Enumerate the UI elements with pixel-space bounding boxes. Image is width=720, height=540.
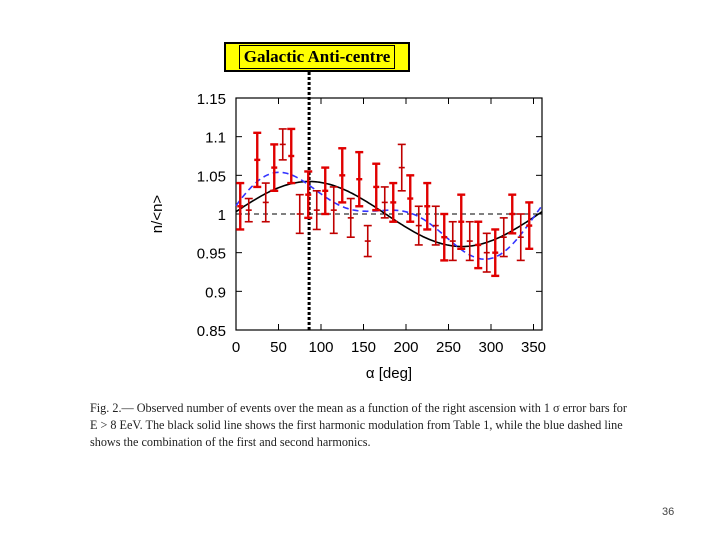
figure-caption-prefix: Fig. 2.— (90, 401, 134, 415)
x-tick-label: 100 (308, 339, 333, 356)
x-axis-label: α [deg] (366, 365, 412, 382)
y-tick-label: 0.85 (197, 323, 226, 340)
y-tick-label: 0.95 (197, 246, 226, 263)
x-tick-label: 50 (270, 339, 287, 356)
galactic-anticentre-text: Galactic Anti-centre (238, 45, 396, 69)
y-tick-label: 1 (218, 207, 226, 224)
page-number: 36 (662, 506, 675, 518)
x-tick-label: 350 (521, 339, 546, 356)
x-tick-label: 0 (232, 339, 240, 356)
y-tick-label: 1.1 (205, 130, 226, 147)
first-harmonic-curve (235, 180, 543, 248)
y-tick-label: 0.9 (205, 284, 226, 301)
figure-caption: Fig. 2.— Observed number of events over … (90, 400, 635, 451)
combined-harmonics-curve (235, 171, 543, 260)
y-tick-label: 1.05 (197, 168, 226, 185)
figure-caption-text: Observed number of events over the mean … (90, 401, 627, 449)
galactic-anticentre-label: Galactic Anti-centre (224, 42, 410, 72)
x-tick-label: 250 (436, 339, 461, 356)
y-tick-label: 1.15 (197, 91, 226, 108)
x-tick-label: 150 (351, 339, 376, 356)
y-axis-label: n/<n> (149, 195, 166, 234)
x-tick-label: 200 (393, 339, 418, 356)
x-tick-label: 300 (478, 339, 503, 356)
